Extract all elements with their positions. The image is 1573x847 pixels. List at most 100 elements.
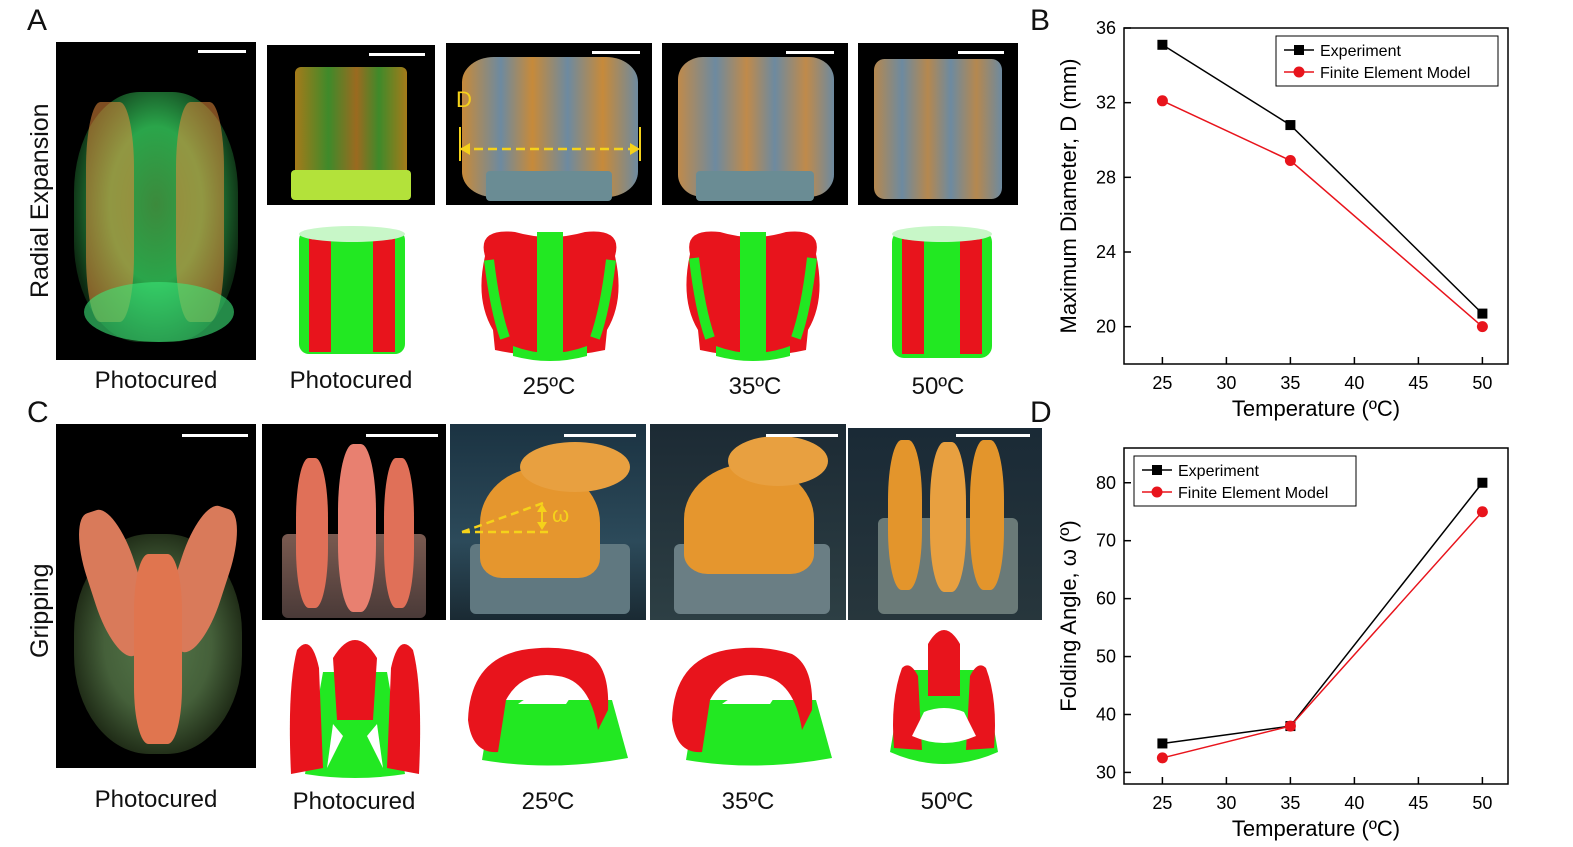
photo-radial-photocured-iso [56,42,256,360]
y-axis-label: Maximum Diameter, D (mm) [1056,58,1081,333]
panel-label-a: A [27,4,48,37]
data-point-experiment [1477,477,1488,488]
plot-frame [1123,27,1509,365]
caption-gripping-3: 25ºC [521,788,575,815]
scale-bar [369,53,425,56]
x-tick-label: 30 [1216,793,1236,813]
data-point-fem [1476,321,1488,333]
plot-frame [1123,447,1509,785]
caption-radial-2: Photocured [289,367,413,394]
photo-radial-photocured-side [267,45,435,205]
data-point-experiment [1157,738,1168,749]
caption-gripping-5: 50ºC [920,788,974,815]
scale-bar [198,50,246,53]
diameter-label: D [456,87,472,112]
scale-bar [592,51,640,54]
caption-gripping-1: Photocured [94,786,218,813]
scale-bar [564,434,636,437]
scale-bar [766,434,838,437]
photo-gripping-35c [650,424,846,620]
scale-bar [958,51,1004,54]
data-point-experiment [1157,39,1168,50]
series-line-fem [1162,511,1483,759]
caption-radial-4: 35ºC [728,373,782,400]
legend-marker [1294,45,1304,55]
data-point-experiment [1285,120,1296,131]
chart-maximum-diameter: 25 30 35 40 45 50 20 24 28 32 36 Temperature (ºC) Ma… [1056,18,1509,421]
fem-gripping-25c [468,647,628,766]
y-axis-label: Folding Angle, ω (º) [1056,520,1081,712]
panel-label-b: B [1030,4,1051,37]
x-tick-label: 45 [1408,373,1428,393]
fem-radial-photocured [299,226,405,354]
fem-gripping-50c [890,630,998,764]
panel-label-d: D [1030,396,1052,429]
fem-gripping-photocured [289,640,421,778]
x-axis-label: Temperature (ºC) [1232,396,1400,421]
y-tick-label: 30 [1096,762,1116,782]
caption-radial-3: 25ºC [522,373,576,400]
y-tick-label: 70 [1096,531,1116,551]
x-tick-label: 50 [1472,373,1492,393]
legend-marker [1293,66,1305,78]
chart-diameter-panel: 25 30 35 40 45 50 20 24 28 32 36 Temperature (ºC) Ma… [1040,12,1540,422]
fem-radial-25c [481,231,619,361]
series-line-experiment [1162,482,1483,745]
caption-gripping-4: 35ºC [721,788,775,815]
panel-label-c: C [27,396,49,429]
legend-label: Finite Element Model [1178,485,1328,502]
data-point-fem [1284,155,1296,167]
data-point-fem [1284,720,1296,732]
x-tick-label: 35 [1280,793,1300,813]
caption-radial-5: 50ºC [911,373,965,400]
x-tick-label: 25 [1152,793,1172,813]
photo-radial-50c [858,43,1018,205]
photo-gripping-25c: ω [450,424,646,620]
row-title-gripping: Gripping [26,563,54,659]
y-tick-label: 32 [1096,93,1116,113]
series-line-fem [1162,100,1483,328]
y-tick-label: 20 [1096,317,1116,337]
data-point-experiment [1477,308,1488,319]
y-tick-label: 60 [1096,589,1116,609]
y-tick-label: 80 [1096,473,1116,493]
x-tick-label: 40 [1344,793,1364,813]
legend-label: Experiment [1178,463,1259,480]
x-axis-label: Temperature (ºC) [1232,816,1400,841]
angle-label: ω [552,502,570,527]
y-tick-label: 40 [1096,704,1116,724]
y-tick-label: 36 [1096,18,1116,38]
data-point-fem [1156,752,1168,764]
scale-bar [182,434,248,437]
x-tick-label: 40 [1344,373,1364,393]
y-tick-label: 24 [1096,242,1116,262]
caption-gripping-2: Photocured [292,788,416,815]
legend-label: Finite Element Model [1320,65,1470,82]
scale-bar [786,51,834,54]
legend-box [1133,455,1357,507]
data-point-fem [1156,95,1168,107]
x-tick-label: 45 [1408,793,1428,813]
scale-bar [366,434,438,437]
y-tick-label: 50 [1096,647,1116,667]
photo-radial-25c: D [446,43,652,205]
photo-gripping-photocured-side [262,424,446,620]
photo-radial-35c [662,43,848,205]
diameter-arrow [459,127,641,161]
photo-gripping-photocured-iso [56,424,256,768]
chart-folding-angle: 25 30 35 40 45 50 30 40 50 60 70 80 Temperature (ºC)… [1056,447,1509,841]
chart-folding-panel: 25 30 35 40 45 50 30 40 50 60 70 80 Temperature (ºC)… [1040,432,1540,842]
caption-radial-1: Photocured [94,367,218,394]
fem-radial-50c [892,226,992,358]
fem-gripping-35c [672,647,832,766]
data-point-fem [1476,506,1488,518]
scale-bar [956,434,1030,437]
fem-radial-35c [686,231,820,361]
x-tick-label: 25 [1152,373,1172,393]
y-tick-label: 28 [1096,167,1116,187]
legend-label: Experiment [1320,43,1401,60]
legend-marker [1152,465,1162,475]
x-tick-label: 35 [1280,373,1300,393]
photo-gripping-50c [848,428,1042,620]
row-title-radial-expansion: Radial Expansion [26,103,54,298]
